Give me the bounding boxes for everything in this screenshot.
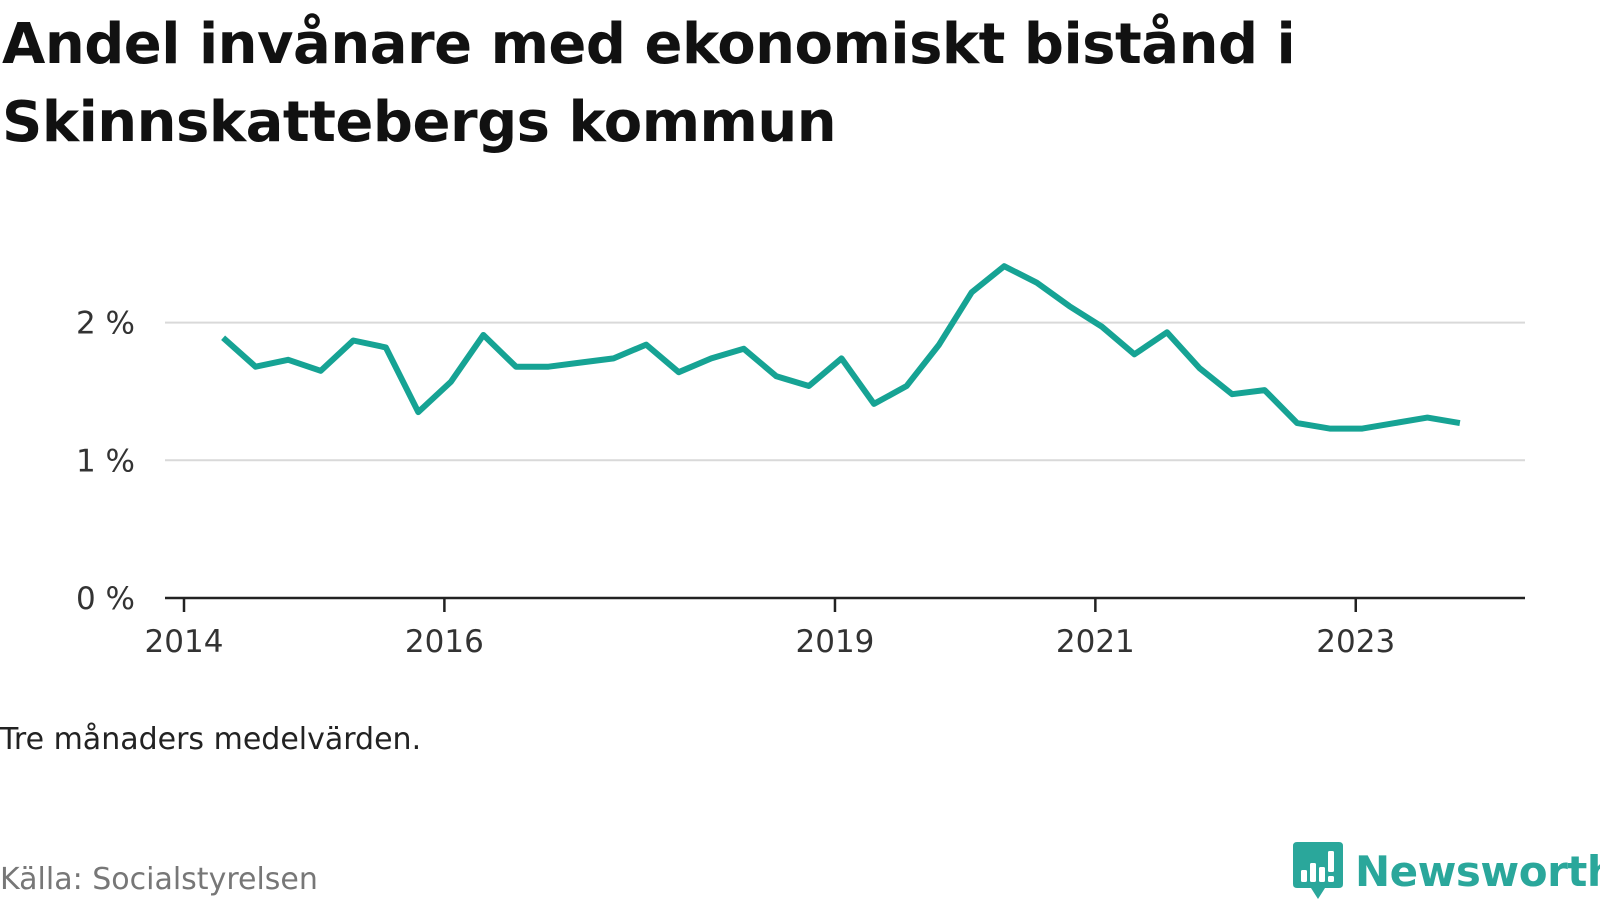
x-tick-label: 2023 xyxy=(1316,624,1395,660)
newsworthy-logo: Newsworthy xyxy=(1293,842,1600,900)
series-line xyxy=(221,263,1461,432)
x-tick-label: 2019 xyxy=(796,624,875,660)
page-title: Andel invånare med ekonomiskt bistånd i … xyxy=(2,12,1296,155)
brand-name: Newsworthy xyxy=(1355,846,1600,896)
y-tick-label: 0 % xyxy=(76,581,135,617)
series-layer xyxy=(221,263,1461,432)
source-credit: Källa: Socialstyrelsen xyxy=(0,862,318,897)
y-tick-label: 1 % xyxy=(76,443,135,479)
line-chart: 0 % 1 % 2 % 2014 2016 2019 2021 2023 xyxy=(76,263,1525,660)
x-tick-label: 2021 xyxy=(1056,624,1135,660)
y-tick-label: 2 % xyxy=(76,306,135,342)
bar-chart-speech-bubble-icon xyxy=(1293,842,1343,899)
x-axis-tick-labels: 2014 2016 2019 2021 2023 xyxy=(145,624,1396,660)
x-axis xyxy=(165,596,1525,612)
x-tick-label: 2016 xyxy=(405,624,484,660)
grid-lines xyxy=(165,321,1525,462)
y-axis-tick-labels: 0 % 1 % 2 % xyxy=(76,306,135,617)
chart-note: Tre månaders medelvärden. xyxy=(0,722,422,757)
x-tick-label: 2014 xyxy=(145,624,224,660)
